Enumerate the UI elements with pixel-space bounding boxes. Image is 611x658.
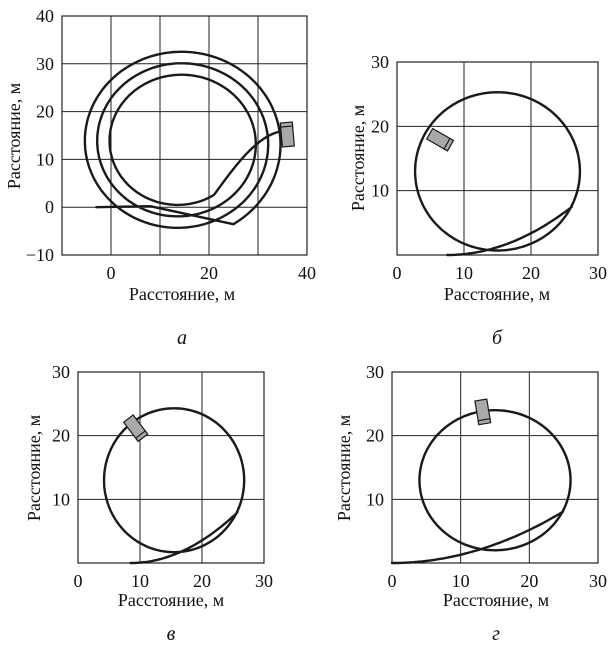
- panel-caption: в: [167, 623, 176, 645]
- x-tick-label: 30: [255, 571, 273, 591]
- chart-panel-3: [77, 371, 265, 565]
- y-tick-label: 20: [36, 102, 54, 122]
- plot-frame: [396, 61, 599, 256]
- x-tick-label: 40: [298, 263, 316, 283]
- x-tick-label: 20: [520, 571, 538, 591]
- trajectory-line: [390, 409, 572, 565]
- x-tick-label: 0: [107, 263, 116, 283]
- y-tick-label: 20: [371, 116, 389, 136]
- robot-marker: [474, 398, 492, 426]
- y-axis-title: Расстояние, м: [24, 415, 44, 521]
- plot-frame: [391, 371, 599, 564]
- y-axis-title: Расстояние, м: [4, 83, 24, 189]
- robot-head: [279, 121, 294, 128]
- x-tick-label: 30: [589, 263, 607, 283]
- panel-caption: б: [492, 327, 503, 349]
- y-tick-label: 30: [36, 54, 54, 74]
- x-tick-label: 0: [393, 263, 402, 283]
- trajectory-line: [102, 407, 246, 565]
- x-tick-label: 0: [388, 571, 397, 591]
- y-tick-label: 30: [371, 52, 389, 72]
- x-tick-label: 10: [452, 571, 470, 591]
- x-axis-title: Расстояние, м: [129, 284, 235, 304]
- y-tick-label: 10: [366, 489, 384, 509]
- y-tick-label: 40: [36, 6, 54, 26]
- y-tick-label: 20: [52, 426, 70, 446]
- robot-marker: [425, 127, 455, 152]
- x-axis-title: Расстояние, м: [118, 590, 224, 610]
- x-axis-title: Расстояние, м: [444, 284, 550, 304]
- y-tick-label: 30: [366, 362, 384, 382]
- x-tick-label: 30: [589, 571, 607, 591]
- robot-head: [477, 418, 492, 426]
- x-tick-label: 10: [131, 571, 149, 591]
- plot-frame: [77, 371, 265, 564]
- x-tick-label: 0: [74, 571, 83, 591]
- y-axis-title: Расстояние, м: [348, 105, 368, 211]
- x-tick-label: 20: [200, 263, 218, 283]
- panel-caption: а: [177, 327, 187, 349]
- plot-frame: [61, 15, 308, 256]
- robot-marker: [122, 414, 149, 443]
- x-tick-label: 10: [455, 263, 473, 283]
- y-tick-label: 20: [366, 426, 384, 446]
- panel-caption: г: [492, 623, 500, 645]
- trajectory-line: [413, 91, 582, 257]
- y-tick-label: 10: [371, 181, 389, 201]
- chart-panel-1: [61, 15, 308, 256]
- robot-head: [134, 430, 149, 443]
- y-tick-label: 30: [52, 362, 70, 382]
- y-tick-label: −10: [26, 245, 54, 265]
- chart-panel-4: [390, 371, 599, 565]
- robot-marker: [279, 121, 295, 148]
- x-tick-label: 20: [193, 571, 211, 591]
- y-axis-title: Расстояние, м: [334, 415, 354, 521]
- y-tick-label: 10: [52, 489, 70, 509]
- y-tick-label: 0: [45, 197, 54, 217]
- trajectory-line: [83, 50, 289, 229]
- y-tick-label: 10: [36, 149, 54, 169]
- robot-head: [443, 137, 455, 152]
- x-axis-title: Расстояние, м: [443, 590, 549, 610]
- chart-panel-2: [396, 61, 599, 257]
- x-tick-label: 20: [522, 263, 540, 283]
